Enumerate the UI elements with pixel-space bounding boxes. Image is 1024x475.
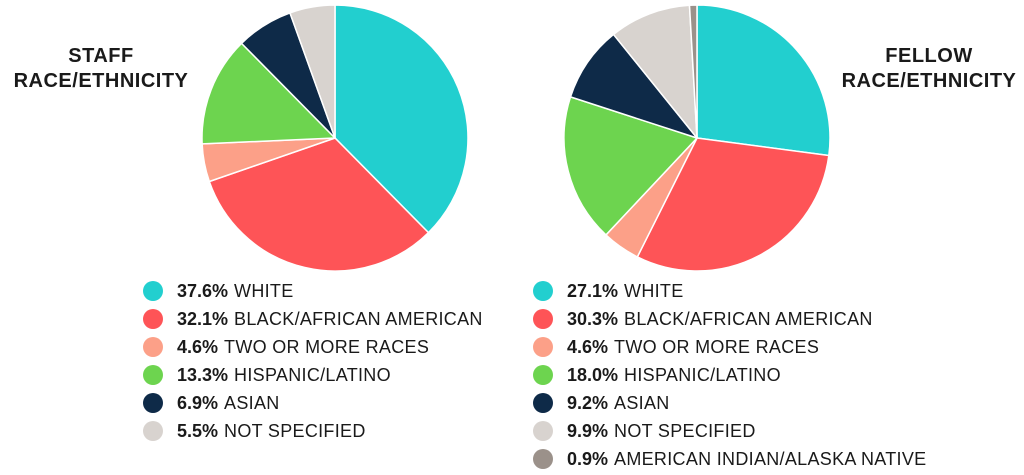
legend-swatch: [533, 421, 553, 441]
fellow-title-line-1: FELLOW: [885, 45, 973, 67]
legend-value: 6.9%: [177, 392, 219, 413]
legend-value: 9.9%: [567, 420, 609, 441]
pie-slice: [334, 4, 469, 234]
pie-slice: [636, 137, 830, 272]
staff-chart-title: STAFF RACE/ETHNICITY: [10, 44, 192, 94]
legend-value: 5.5%: [177, 420, 219, 441]
legend-item: 30.3% BLACK/AFRICAN AMERICAN: [533, 305, 926, 333]
legend-item: 32.1% BLACK/AFRICAN AMERICAN: [143, 305, 483, 333]
pie-slice: [208, 137, 430, 272]
legend-label: NOT SPECIFIED: [614, 420, 756, 441]
legend-swatch: [143, 309, 163, 329]
legend-swatch: [533, 337, 553, 357]
legend-value: 27.1%: [567, 280, 619, 301]
legend-swatch: [533, 365, 553, 385]
legend-label: HISPANIC/LATINO: [624, 364, 781, 385]
legend-value: 13.3%: [177, 364, 229, 385]
fellow-pie-chart: [563, 4, 831, 272]
legend-label: WHITE: [624, 280, 684, 301]
fellow-chart-title: FELLOW RACE/ETHNICITY: [838, 44, 1020, 94]
legend-value: 37.6%: [177, 280, 229, 301]
staff-legend: 37.6% WHITE 32.1% BLACK/AFRICAN AMERICAN 4…: [143, 277, 483, 445]
legend-item: 9.9% NOT SPECIFIED: [533, 417, 926, 445]
legend-swatch: [533, 309, 553, 329]
legend-value: 9.2%: [567, 392, 609, 413]
pie-slice: [201, 42, 336, 145]
staff-pie-chart: [201, 4, 469, 272]
legend-item: 13.3% HISPANIC/LATINO: [143, 361, 483, 389]
legend-swatch: [143, 421, 163, 441]
legend-item: 9.2% ASIAN: [533, 389, 926, 417]
pie-slice: [569, 33, 698, 139]
legend-swatch: [533, 393, 553, 413]
legend-item: 0.9% AMERICAN INDIAN/ALASKA NATIVE: [533, 445, 926, 473]
legend-label: BLACK/AFRICAN AMERICAN: [234, 308, 483, 329]
legend-swatch: [143, 365, 163, 385]
legend-item: 37.6% WHITE: [143, 277, 483, 305]
pie-slice: [688, 4, 698, 139]
fellow-legend: 27.1% WHITE 30.3% BLACK/AFRICAN AMERICAN 4…: [533, 277, 926, 473]
staff-title-line-2: RACE/ETHNICITY: [13, 70, 189, 92]
legend-swatch: [143, 393, 163, 413]
legend-value: 18.0%: [567, 364, 619, 385]
pie-slice: [696, 4, 831, 157]
fellow-title-line-2: RACE/ETHNICITY: [841, 70, 1017, 92]
legend-label: NOT SPECIFIED: [224, 420, 366, 441]
legend-label: ASIAN: [614, 392, 670, 413]
staff-title-line-1: STAFF: [68, 45, 134, 67]
pie-slice: [563, 96, 698, 236]
legend-value: 30.3%: [567, 308, 619, 329]
legend-label: ASIAN: [224, 392, 280, 413]
legend-swatch: [533, 449, 553, 469]
legend-value: 32.1%: [177, 308, 229, 329]
legend-label: AMERICAN INDIAN/ALASKA NATIVE: [614, 448, 927, 469]
pie-slice: [289, 4, 336, 139]
legend-swatch: [143, 281, 163, 301]
legend-item: 4.6% TWO OR MORE RACES: [143, 333, 483, 361]
legend-swatch: [533, 281, 553, 301]
legend-label: HISPANIC/LATINO: [234, 364, 391, 385]
legend-label: BLACK/AFRICAN AMERICAN: [624, 308, 873, 329]
pie-slice: [612, 4, 698, 139]
legend-item: 27.1% WHITE: [533, 277, 926, 305]
legend-item: 5.5% NOT SPECIFIED: [143, 417, 483, 445]
legend-label: WHITE: [234, 280, 294, 301]
legend-value: 4.6%: [177, 336, 219, 357]
legend-value: 0.9%: [567, 448, 609, 469]
legend-item: 18.0% HISPANIC/LATINO: [533, 361, 926, 389]
legend-value: 4.6%: [567, 336, 609, 357]
legend-item: 4.6% TWO OR MORE RACES: [533, 333, 926, 361]
legend-item: 6.9% ASIAN: [143, 389, 483, 417]
legend-label: TWO OR MORE RACES: [224, 336, 430, 357]
legend-swatch: [143, 337, 163, 357]
legend-label: TWO OR MORE RACES: [614, 336, 820, 357]
